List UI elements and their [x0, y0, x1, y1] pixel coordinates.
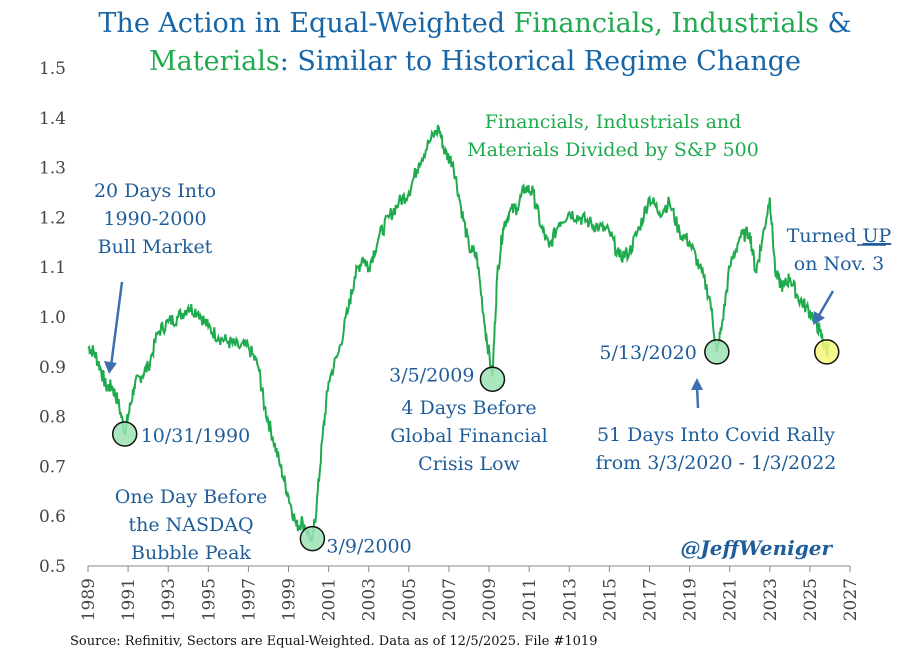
series-line: [87, 124, 830, 542]
x-tick-label: 1999: [280, 578, 300, 621]
y-tick-label: 0.5: [39, 557, 66, 577]
marker-circle: [704, 339, 730, 365]
marker-label: 3/5/2009: [389, 364, 474, 386]
title1-part-0: The Action in Equal-Weighted: [98, 8, 513, 39]
x-tick-label: 2015: [600, 578, 620, 621]
chart-title-line2: Materials: Similar to Historical Regime …: [149, 46, 801, 77]
x-axis: 1989 1991 1993 1995 1997 1999 2001 2003 2005 2007…: [79, 566, 861, 621]
title2-part-1: : Similar to Historical Regime Change: [280, 46, 801, 77]
title1-part-2: &: [819, 8, 852, 39]
title1-part-1: Financials, Industrials: [514, 8, 819, 39]
series-label-line2: Materials Divided by S&P 500: [467, 139, 759, 161]
x-tick-label: 2013: [560, 578, 580, 621]
arrow-covid-head: [691, 378, 703, 390]
annotation-bull-line3: Bull Market: [98, 236, 213, 258]
title2-part-0: Materials: [149, 46, 280, 77]
annotation-bull-line2: 1990-2000: [103, 208, 206, 230]
series-label-line1: Financials, Industrials and: [485, 111, 742, 133]
x-tick-label: 2007: [440, 578, 460, 621]
author-handle: @JeffWeniger: [680, 536, 833, 560]
marker-label: 3/9/2000: [326, 536, 411, 558]
marker-circle: [111, 421, 138, 447]
marker-label: 10/31/1990: [141, 425, 251, 447]
x-tick-label: 1989: [79, 578, 99, 621]
arrow-bull: [109, 281, 124, 367]
annotation-bull-line1: 20 Days Into: [94, 180, 216, 202]
arrow-turned: [816, 290, 835, 318]
x-tick-label: 2005: [400, 578, 420, 621]
y-tick-label: 1.1: [39, 258, 66, 278]
source-note: Source: Refinitiv, Sectors are Equal-Wei…: [70, 634, 597, 649]
x-tick-label: 2009: [480, 578, 500, 621]
highlight-markers: 10/31/1990 3/9/2000 3/5/2009 5/13/2020: [111, 339, 840, 558]
x-tick-label: 2023: [761, 578, 781, 621]
annotation-turned-up: UP: [862, 225, 891, 247]
x-tick-label: 2017: [640, 578, 660, 621]
y-tick-label: 1.4: [39, 109, 66, 129]
y-tick-label: 0.6: [39, 507, 66, 527]
annotation-covid-line2: from 3/3/2020 - 1/3/2022: [596, 452, 837, 474]
x-tick-label: 2025: [801, 578, 821, 621]
annotation-nasdaq-line1: One Day Before: [115, 486, 267, 508]
y-tick-label: 0.8: [39, 408, 66, 428]
annotation-turned-line2: on Nov. 3: [794, 253, 884, 275]
annotation-turned-line1: Turned UP: [787, 225, 892, 247]
y-tick-label: 1.0: [39, 308, 66, 328]
x-tick-label: 2011: [520, 578, 540, 621]
x-tick-label: 1993: [159, 578, 179, 621]
annotation-gfc-line3: Crisis Low: [418, 453, 520, 475]
y-tick-label: 1.5: [39, 59, 66, 79]
x-tick-label: 1991: [119, 578, 139, 621]
y-tick-label: 1.2: [39, 208, 66, 228]
annotation-nasdaq-line2: the NASDAQ: [128, 514, 253, 536]
x-tick-label: 2021: [721, 578, 741, 621]
y-tick-label: 1.3: [39, 159, 66, 179]
arrow-turned-head: [813, 311, 825, 325]
marker-circle: [479, 366, 506, 392]
x-tick-label: 2003: [360, 578, 380, 621]
marker-circle: [813, 339, 840, 365]
y-axis: 0.5 0.6 0.7 0.8 0.9 1.0 1.1 1.2 1.3 1.4 1.5: [39, 59, 66, 577]
x-tick-label: 2019: [681, 578, 701, 621]
annotation-nasdaq-line3: Bubble Peak: [131, 542, 251, 564]
arrow-bull-head: [104, 361, 117, 374]
y-tick-label: 0.7: [39, 457, 66, 477]
y-tick-label: 0.9: [39, 358, 66, 378]
x-tick-label: 1995: [199, 578, 219, 621]
marker-label: 5/13/2020: [599, 342, 696, 364]
annotation-gfc-line2: Global Financial: [390, 425, 547, 447]
x-tick-label: 2027: [841, 578, 861, 621]
annotation-covid-line1: 51 Days Into Covid Rally: [597, 424, 835, 446]
x-tick-label: 2001: [320, 578, 340, 621]
annotation-gfc-line1: 4 Days Before: [401, 397, 536, 419]
marker-circle: [299, 525, 326, 552]
chart-title-line1: The Action in Equal-Weighted Financials,…: [98, 8, 851, 39]
x-tick-label: 1997: [239, 578, 259, 621]
